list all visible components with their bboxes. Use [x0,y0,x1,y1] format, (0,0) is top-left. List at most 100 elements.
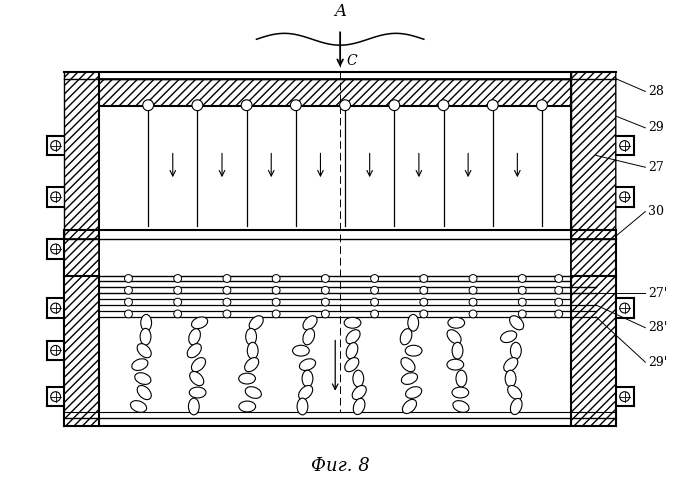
Ellipse shape [346,342,358,359]
Circle shape [223,274,231,282]
Polygon shape [572,72,616,276]
Circle shape [620,192,630,202]
Circle shape [420,274,428,282]
Ellipse shape [244,358,259,372]
Ellipse shape [190,372,204,386]
Ellipse shape [353,398,365,414]
Circle shape [124,286,133,294]
Circle shape [620,392,630,402]
Ellipse shape [246,328,257,345]
Circle shape [469,274,477,282]
Ellipse shape [191,317,207,328]
Circle shape [519,286,526,294]
Circle shape [438,100,449,110]
Circle shape [371,298,378,306]
Ellipse shape [504,358,518,372]
Ellipse shape [188,398,199,415]
Bar [64,240,99,276]
Circle shape [620,140,630,150]
Circle shape [555,298,563,306]
Ellipse shape [299,359,315,370]
Circle shape [340,100,350,110]
Circle shape [519,310,526,318]
Ellipse shape [452,387,469,398]
Ellipse shape [400,328,412,345]
Ellipse shape [249,316,263,330]
Circle shape [272,274,280,282]
Ellipse shape [448,318,465,328]
Ellipse shape [345,358,359,372]
Circle shape [371,310,378,318]
Ellipse shape [297,398,308,415]
Circle shape [469,286,477,294]
Circle shape [469,298,477,306]
Ellipse shape [239,373,255,384]
Text: A: A [334,2,346,20]
Circle shape [223,310,231,318]
Circle shape [51,244,61,254]
Ellipse shape [447,330,461,344]
Circle shape [519,298,526,306]
Ellipse shape [187,344,201,357]
Text: 29: 29 [648,122,664,134]
Circle shape [143,100,154,110]
Bar [99,78,572,106]
Circle shape [223,298,231,306]
Ellipse shape [140,328,151,345]
Text: 29': 29' [648,356,667,368]
Ellipse shape [292,346,309,356]
Ellipse shape [452,342,463,359]
Ellipse shape [189,387,206,398]
Ellipse shape [510,398,522,414]
Ellipse shape [353,370,364,387]
Circle shape [322,274,329,282]
Circle shape [290,100,302,110]
Circle shape [174,274,181,282]
Ellipse shape [303,328,315,345]
Polygon shape [64,72,99,276]
Ellipse shape [456,370,467,387]
Ellipse shape [505,370,516,387]
Ellipse shape [138,386,151,400]
Circle shape [174,310,181,318]
Ellipse shape [352,386,366,400]
Text: 30: 30 [648,205,664,218]
Ellipse shape [131,400,147,412]
Circle shape [371,286,378,294]
Circle shape [223,286,231,294]
Ellipse shape [141,314,151,331]
Ellipse shape [406,346,422,356]
Circle shape [555,274,563,282]
Ellipse shape [507,386,521,400]
Circle shape [51,140,61,150]
Circle shape [420,298,428,306]
Circle shape [272,286,280,294]
Circle shape [322,286,329,294]
Circle shape [51,303,61,313]
Ellipse shape [303,316,317,330]
Text: 28: 28 [648,85,664,98]
Circle shape [555,310,563,318]
Ellipse shape [344,318,361,328]
Circle shape [555,286,563,294]
Ellipse shape [408,314,419,331]
Circle shape [124,274,133,282]
Text: C: C [346,54,357,68]
Ellipse shape [302,370,313,387]
Ellipse shape [239,401,255,412]
Ellipse shape [299,386,313,400]
Circle shape [124,310,133,318]
Circle shape [537,100,547,110]
Circle shape [192,100,203,110]
Ellipse shape [406,386,422,398]
Bar [64,239,99,426]
Ellipse shape [403,400,417,413]
Ellipse shape [346,330,360,344]
Ellipse shape [137,344,151,357]
Ellipse shape [191,358,205,372]
Circle shape [51,192,61,202]
Circle shape [519,274,526,282]
Ellipse shape [510,316,524,330]
Circle shape [124,298,133,306]
Ellipse shape [135,372,151,384]
